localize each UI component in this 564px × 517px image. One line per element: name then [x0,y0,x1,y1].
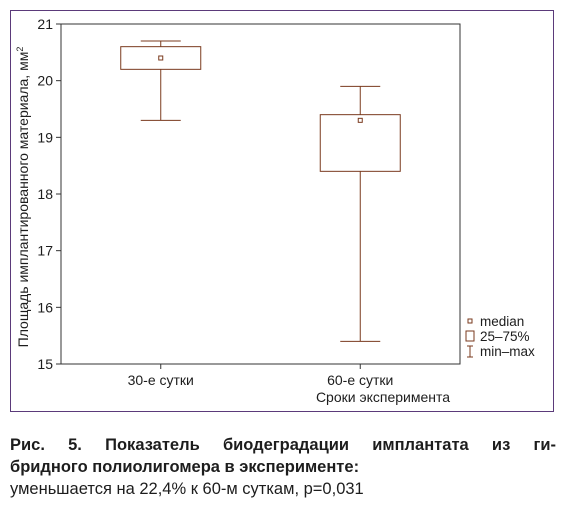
median-marker [357,117,363,123]
median-marker [158,55,164,61]
caption-title: Рис. 5. Показатель биодеградации имплант… [10,434,556,478]
y-tick-label: 15 [37,356,53,372]
y-tick-label: 19 [37,129,53,145]
figure-caption: Рис. 5. Показатель биодеградации имплант… [10,434,556,500]
caption-title-line-2: бридного полиолигомера в эксперименте: [10,458,360,476]
legend-box-icon [465,330,475,342]
y-tick-label: 20 [37,73,53,89]
axes: 15 16 17 18 19 20 21 30-е сутки 60-е сутки [37,16,461,388]
x-tick-label: 60-е сутки [327,372,393,388]
legend-whisker-label: min–max [480,344,535,359]
caption-text: уменьшается на 22,4% к 60-м суткам, p=0,… [10,480,364,498]
figure-frame [10,10,554,412]
box-group [120,40,202,121]
box-plot-chart: 15 16 17 18 19 20 21 30-е сутки 60-е сутки media… [15,16,535,405]
y-axis-label-text: Площадь имплантированного материала, мм [15,52,31,348]
box-group [319,85,401,342]
y-axis-label-superscript: 2 [15,47,25,52]
legend-median-icon [467,318,473,324]
legend-box-label: 25–75% [480,329,530,344]
y-tick-label: 17 [37,243,53,259]
legend-median-label: median [480,314,524,329]
box-iqr [319,114,401,172]
plot-area-frame [60,23,461,365]
boxes [120,40,401,342]
y-tick-label: 18 [37,186,53,202]
x-axis-label: Сроки эксперимента [316,389,450,405]
y-tick-label: 21 [37,16,53,32]
x-tick-label: 30-е сутки [128,372,194,388]
y-axis-label: Площадь имплантированного материала, мм2 [15,47,31,348]
caption-title-line-1: Рис. 5. Показатель биодеградации имплант… [10,436,556,454]
y-tick-label: 16 [37,299,53,315]
